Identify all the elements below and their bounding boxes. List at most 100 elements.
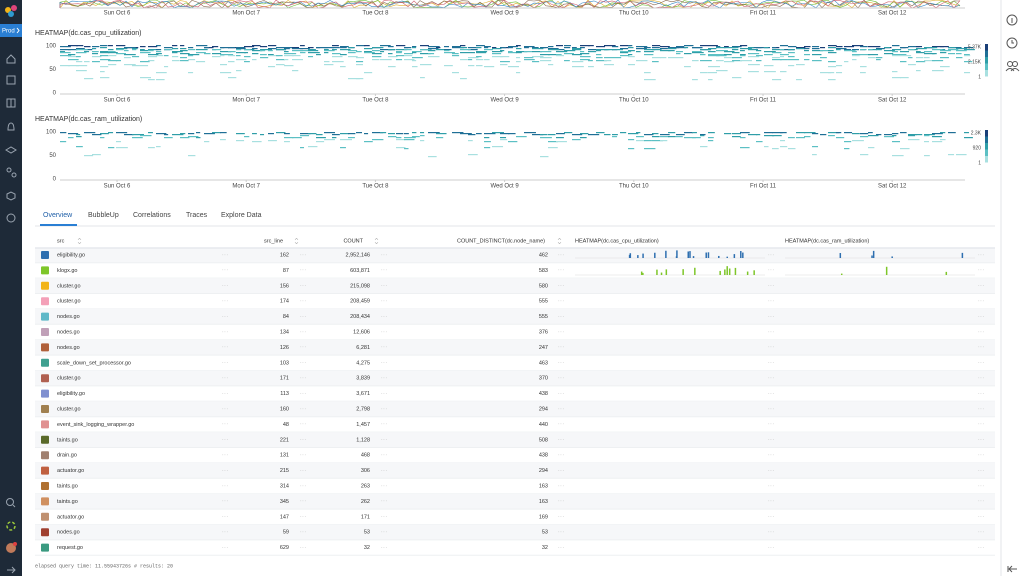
row-menu[interactable]: ···: [300, 391, 307, 397]
tab[interactable]: BubbleUp: [88, 212, 119, 219]
row-menu[interactable]: ···: [768, 345, 775, 351]
row-menu[interactable]: ···: [222, 422, 229, 428]
row-menu[interactable]: ···: [300, 268, 307, 274]
tab[interactable]: Correlations: [133, 212, 171, 219]
row-menu[interactable]: ···: [558, 345, 565, 351]
row-menu[interactable]: ···: [978, 468, 985, 474]
row-menu[interactable]: ···: [300, 345, 307, 351]
row-menu[interactable]: ···: [381, 391, 388, 397]
row-menu[interactable]: ···: [558, 252, 565, 258]
column-header[interactable]: src: [57, 238, 65, 244]
row-menu[interactable]: ···: [381, 268, 388, 274]
row-menu[interactable]: ···: [768, 376, 775, 382]
row-menu[interactable]: ···: [300, 499, 307, 505]
row-menu[interactable]: ···: [558, 530, 565, 536]
row-menu[interactable]: ···: [300, 545, 307, 551]
row-menu[interactable]: ···: [300, 422, 307, 428]
row-menu[interactable]: ···: [222, 360, 229, 366]
row-menu[interactable]: ···: [381, 252, 388, 258]
row-menu[interactable]: ···: [768, 545, 775, 551]
row-menu[interactable]: ···: [978, 514, 985, 520]
row-menu[interactable]: ···: [222, 530, 229, 536]
row-menu[interactable]: ···: [768, 283, 775, 289]
row-menu[interactable]: ···: [300, 406, 307, 412]
row-menu[interactable]: ···: [222, 314, 229, 320]
row-menu[interactable]: ···: [558, 437, 565, 443]
row-menu[interactable]: ···: [381, 345, 388, 351]
row-menu[interactable]: ···: [768, 422, 775, 428]
row-menu[interactable]: ···: [222, 514, 229, 520]
row-menu[interactable]: ···: [222, 468, 229, 474]
row-menu[interactable]: ···: [978, 252, 985, 258]
sort-icon[interactable]: [78, 238, 81, 244]
row-menu[interactable]: ···: [978, 483, 985, 489]
row-menu[interactable]: ···: [978, 545, 985, 551]
row-menu[interactable]: ···: [222, 437, 229, 443]
row-menu[interactable]: ···: [381, 376, 388, 382]
row-menu[interactable]: ···: [300, 283, 307, 289]
row-menu[interactable]: ···: [558, 329, 565, 335]
row-menu[interactable]: ···: [558, 483, 565, 489]
row-menu[interactable]: ···: [222, 406, 229, 412]
column-header[interactable]: src_line: [264, 238, 283, 244]
row-menu[interactable]: ···: [558, 545, 565, 551]
row-menu[interactable]: ···: [768, 468, 775, 474]
row-menu[interactable]: ···: [768, 268, 775, 274]
row-menu[interactable]: ···: [222, 545, 229, 551]
row-menu[interactable]: ···: [558, 499, 565, 505]
env-label[interactable]: Prod: [2, 29, 15, 35]
row-menu[interactable]: ···: [768, 483, 775, 489]
row-menu[interactable]: ···: [768, 530, 775, 536]
row-menu[interactable]: ···: [978, 360, 985, 366]
row-menu[interactable]: ···: [768, 406, 775, 412]
row-menu[interactable]: ···: [300, 314, 307, 320]
row-menu[interactable]: ···: [768, 252, 775, 258]
column-header[interactable]: COUNT_DISTINCT(dc.node_name): [457, 238, 545, 244]
row-menu[interactable]: ···: [381, 483, 388, 489]
row-menu[interactable]: ···: [222, 252, 229, 258]
row-menu[interactable]: ···: [558, 376, 565, 382]
row-menu[interactable]: ···: [978, 453, 985, 459]
row-menu[interactable]: ···: [978, 376, 985, 382]
tab[interactable]: Overview: [43, 212, 73, 219]
row-menu[interactable]: ···: [558, 268, 565, 274]
column-header[interactable]: HEATMAP(dc.cas_cpu_utilization): [575, 238, 659, 244]
row-menu[interactable]: ···: [768, 360, 775, 366]
row-menu[interactable]: ···: [978, 499, 985, 505]
row-menu[interactable]: ···: [768, 391, 775, 397]
row-menu[interactable]: ···: [558, 299, 565, 305]
row-menu[interactable]: ···: [381, 299, 388, 305]
row-menu[interactable]: ···: [978, 329, 985, 335]
row-menu[interactable]: ···: [222, 299, 229, 305]
row-menu[interactable]: ···: [381, 499, 388, 505]
row-menu[interactable]: ···: [558, 453, 565, 459]
row-menu[interactable]: ···: [381, 360, 388, 366]
row-menu[interactable]: ···: [300, 252, 307, 258]
row-menu[interactable]: ···: [978, 437, 985, 443]
row-menu[interactable]: ···: [768, 499, 775, 505]
row-menu[interactable]: ···: [300, 514, 307, 520]
tab[interactable]: Explore Data: [221, 212, 262, 219]
row-menu[interactable]: ···: [222, 499, 229, 505]
row-menu[interactable]: ···: [222, 345, 229, 351]
row-menu[interactable]: ···: [381, 545, 388, 551]
row-menu[interactable]: ···: [222, 391, 229, 397]
row-menu[interactable]: ···: [300, 483, 307, 489]
row-menu[interactable]: ···: [558, 514, 565, 520]
row-menu[interactable]: ···: [300, 530, 307, 536]
row-menu[interactable]: ···: [222, 329, 229, 335]
row-menu[interactable]: ···: [978, 406, 985, 412]
row-menu[interactable]: ···: [558, 406, 565, 412]
row-menu[interactable]: ···: [978, 422, 985, 428]
row-menu[interactable]: ···: [381, 406, 388, 412]
row-menu[interactable]: ···: [381, 422, 388, 428]
column-header[interactable]: COUNT: [343, 238, 363, 244]
row-menu[interactable]: ···: [300, 360, 307, 366]
row-menu[interactable]: ···: [558, 283, 565, 289]
row-menu[interactable]: ···: [222, 268, 229, 274]
row-menu[interactable]: ···: [768, 437, 775, 443]
row-menu[interactable]: ···: [381, 437, 388, 443]
row-menu[interactable]: ···: [222, 453, 229, 459]
column-header[interactable]: HEATMAP(dc.cas_ram_utilization): [785, 238, 869, 244]
row-menu[interactable]: ···: [768, 514, 775, 520]
